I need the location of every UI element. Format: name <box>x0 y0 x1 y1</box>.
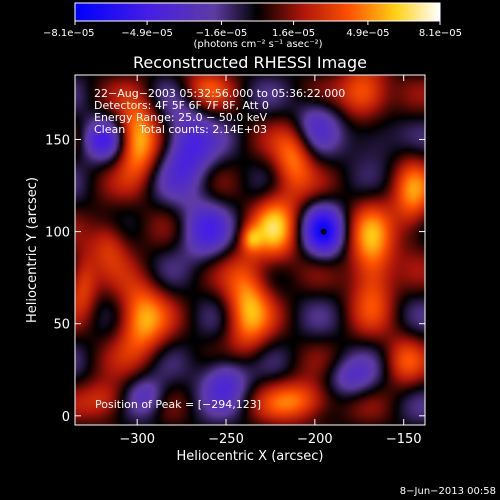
colorbar-tick-label: 8.1e−05 <box>419 28 462 39</box>
x-tick-label: −150 <box>386 432 422 447</box>
annotation-block: 22−Aug−2003 05:32:56.000 to 05:36:22.000… <box>94 87 345 136</box>
x-tick-label: −200 <box>297 432 333 447</box>
colorbar-frame <box>74 2 441 22</box>
peak-position-label: Position of Peak = [−294,123] <box>95 398 261 411</box>
annotation-time-range: 22−Aug−2003 05:32:56.000 to 05:36:22.000 <box>94 87 345 100</box>
colorbar-ticks: −8.1e−05 −4.9e−05 −1.6e−05 1.6e−05 4.9e−05 8.… <box>43 21 462 39</box>
minimum-dot <box>320 228 327 235</box>
colorbar-tick-label: 4.9e−05 <box>346 28 389 39</box>
y-tick-label: 0 <box>62 410 70 425</box>
plot-area: −300 −250 −200 −150 0 50 100 150 <box>45 74 426 447</box>
colorbar-unit-label: (photons cm⁻² s⁻¹ asec⁻²) <box>193 39 322 50</box>
x-axis-label: Heliocentric X (arcsec) <box>177 449 324 464</box>
colorbar-tick-label: 1.6e−05 <box>272 28 315 39</box>
annotation-clean-counts: Clean Total counts: 2.14E+03 <box>94 123 267 136</box>
annotation-detectors: Detectors: 4F 5F 6F 7F 8F, Att 0 <box>94 99 269 112</box>
colorbar: −8.1e−05 −4.9e−05 −1.6e−05 1.6e−05 4.9e−05 8.… <box>43 2 462 50</box>
x-axis-ticks: −300 −250 −200 −150 <box>119 75 422 447</box>
annotation-energy-range: Energy Range: 25.0 − 50.0 keV <box>94 111 268 124</box>
y-tick-label: 50 <box>53 318 70 333</box>
heatmap-image <box>75 75 425 425</box>
colorbar-gradient <box>75 3 440 21</box>
x-tick-label: −250 <box>208 432 244 447</box>
y-tick-label: 150 <box>45 133 70 148</box>
y-tick-label: 100 <box>45 226 70 241</box>
y-axis-ticks: 0 50 100 150 <box>45 133 425 425</box>
colorbar-tick-label: −8.1e−05 <box>43 28 95 39</box>
y-axis-label: Heliocentric Y (arcsec) <box>25 177 40 323</box>
colorbar-tick-label: −4.9e−05 <box>121 28 173 39</box>
footer-date: 8−Jun−2013 00:58 <box>400 486 496 497</box>
chart-title: Reconstructed RHESSI Image <box>133 53 367 72</box>
colorbar-tick-label: −1.6e−05 <box>196 28 248 39</box>
peak-marker <box>320 228 327 235</box>
plot-frame <box>74 74 426 426</box>
x-tick-label: −300 <box>119 432 155 447</box>
